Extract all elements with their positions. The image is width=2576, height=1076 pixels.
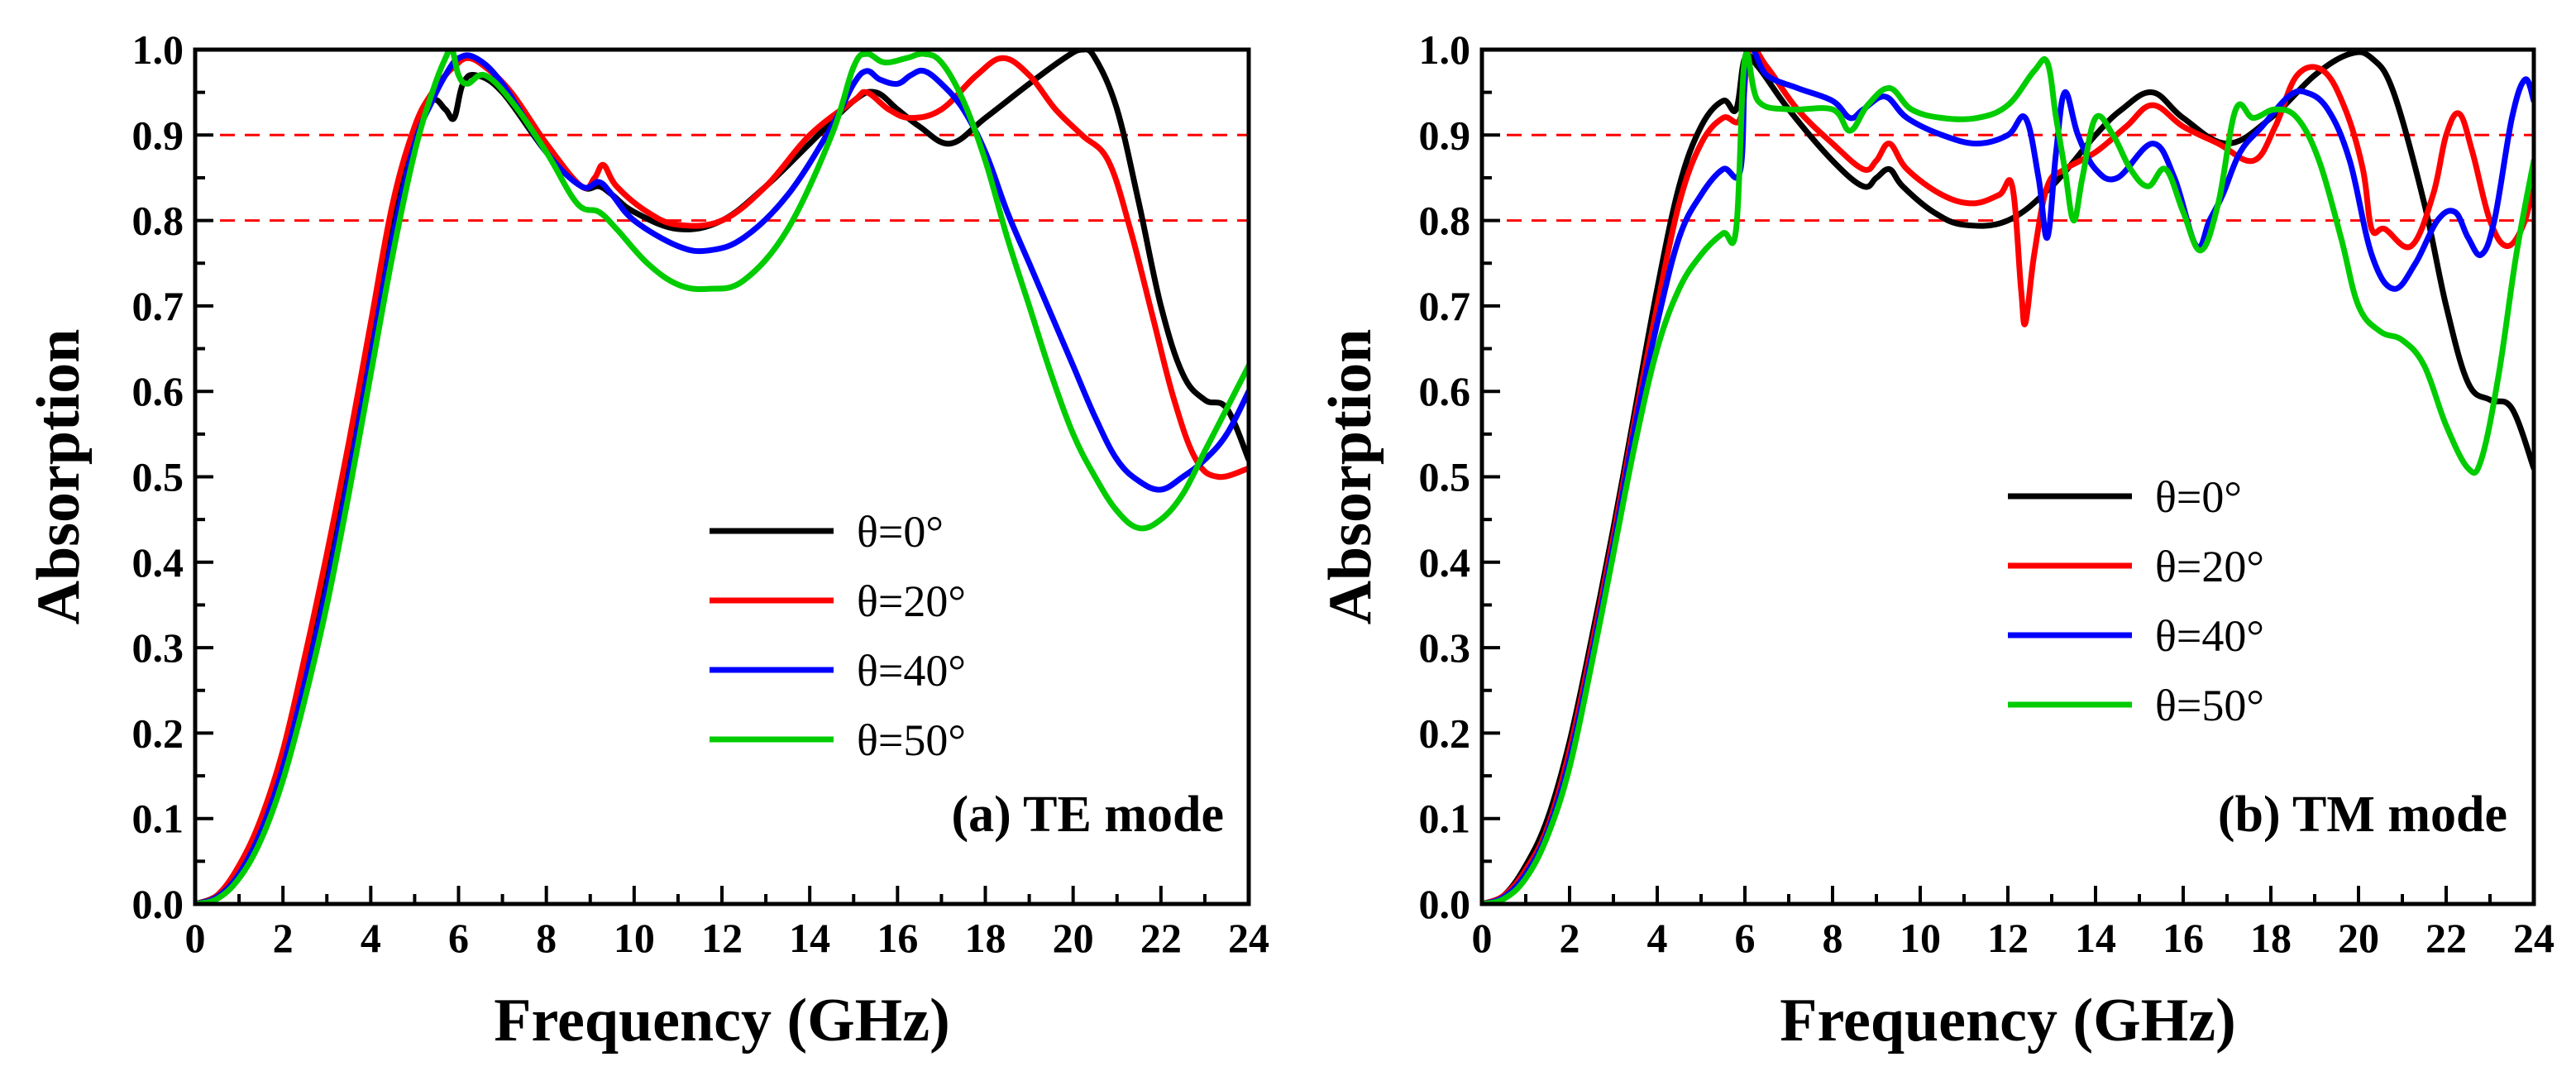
- legend-label: θ=0°: [857, 507, 944, 557]
- x-tick-label: 16: [877, 915, 918, 961]
- legend-label: θ=20°: [857, 576, 966, 626]
- series-line-1: [195, 55, 1249, 904]
- legend-label: θ=40°: [2155, 611, 2264, 661]
- x-tick-label: 20: [1053, 915, 1094, 961]
- x-tick-label: 12: [701, 915, 743, 961]
- x-tick-label: 0: [185, 915, 206, 961]
- y-tick-label: 0.6: [132, 368, 184, 414]
- y-tick-label: 0.8: [132, 198, 184, 244]
- legend-label: θ=50°: [857, 715, 966, 765]
- x-tick-label: 14: [2075, 915, 2116, 961]
- y-tick-label: 0.4: [1419, 539, 1471, 586]
- y-tick-label: 0.2: [1419, 710, 1471, 756]
- x-tick-label: 4: [1647, 915, 1668, 961]
- x-tick-label: 10: [614, 915, 655, 961]
- x-tick-label: 6: [448, 915, 469, 961]
- y-tick-label: 0.7: [1419, 283, 1471, 329]
- panel-tm-mode: 0 2 4 6 8 10 12 14 16 18 20 22 240.00.10.20.30.40.50…: [1317, 26, 2554, 1054]
- x-tick-label: 10: [1900, 915, 1941, 961]
- legend: θ=0° θ=20° θ=40° θ=50°: [2008, 472, 2264, 730]
- x-tick-label: 8: [1823, 915, 1843, 961]
- y-tick-label: 0.1: [1419, 796, 1471, 842]
- series-line-3: [1482, 50, 2534, 904]
- x-tick-label: 24: [1228, 915, 1269, 961]
- y-tick-label: 0.2: [132, 710, 184, 756]
- y-tick-label: 0.1: [132, 796, 184, 842]
- series-line-2: [1482, 50, 2534, 904]
- y-tick-label: 0.9: [132, 112, 184, 158]
- legend-label: θ=50°: [2155, 681, 2264, 730]
- panel-label: (a) TE mode: [951, 787, 1224, 843]
- x-tick-label: 22: [1140, 915, 1182, 961]
- panel-label: (b) TM mode: [2218, 787, 2507, 843]
- x-tick-label: 18: [2250, 915, 2292, 961]
- x-tick-label: 0: [1472, 915, 1493, 961]
- x-tick-label: 6: [1735, 915, 1756, 961]
- x-tick-label: 2: [273, 915, 294, 961]
- y-tick-label: 0.5: [132, 454, 184, 500]
- x-axis-title: Frequency (GHz): [1780, 987, 2235, 1054]
- y-tick-label: 1.0: [132, 26, 184, 73]
- x-tick-label: 22: [2425, 915, 2467, 961]
- x-axis-title: Frequency (GHz): [494, 987, 949, 1054]
- x-tick-label: 20: [2338, 915, 2379, 961]
- y-tick-label: 0.5: [1419, 454, 1471, 500]
- legend-label: θ=0°: [2155, 472, 2242, 522]
- y-tick-label: 1.0: [1419, 26, 1471, 73]
- series-line-1: [1482, 50, 2534, 904]
- y-axis-title: Absorption: [25, 329, 93, 625]
- x-tick-label: 16: [2163, 915, 2204, 961]
- x-tick-label: 24: [2513, 915, 2554, 961]
- y-tick-label: 0.8: [1419, 198, 1471, 244]
- y-axis-title: Absorption: [1317, 329, 1384, 625]
- x-tick-label: 18: [965, 915, 1006, 961]
- x-tick-label: 12: [1987, 915, 2029, 961]
- y-tick-label: 0.0: [1419, 881, 1471, 927]
- y-tick-label: 0.0: [132, 881, 184, 927]
- x-tick-label: 14: [789, 915, 830, 961]
- y-tick-label: 0.9: [1419, 112, 1471, 158]
- x-tick-label: 2: [1560, 915, 1580, 961]
- series-line-3: [195, 50, 1249, 904]
- y-tick-label: 0.4: [132, 539, 184, 586]
- panel-te-mode: 0 2 4 6 8 10 12 14 16 18 20 22 240.00.10.20.30.40.50…: [25, 26, 1269, 1054]
- x-tick-label: 4: [361, 915, 381, 961]
- y-tick-label: 0.6: [1419, 368, 1471, 414]
- legend: θ=0° θ=20° θ=40° θ=50°: [710, 507, 966, 765]
- series-line-2: [195, 52, 1249, 904]
- legend-label: θ=20°: [2155, 542, 2264, 591]
- y-tick-label: 0.7: [132, 283, 184, 329]
- y-tick-label: 0.3: [132, 624, 184, 671]
- legend-label: θ=40°: [857, 646, 966, 696]
- y-tick-label: 0.3: [1419, 624, 1471, 671]
- x-tick-label: 8: [536, 915, 557, 961]
